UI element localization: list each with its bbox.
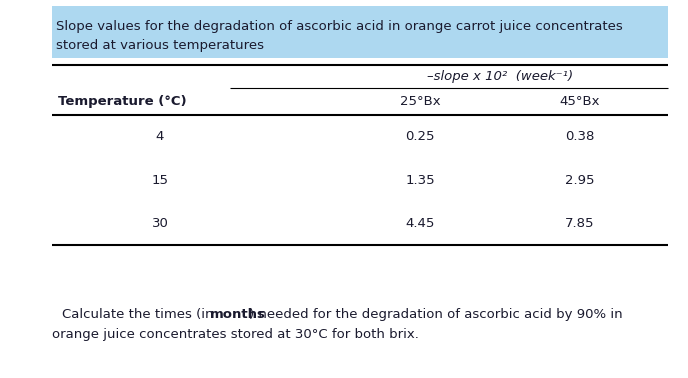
Text: 0.38: 0.38: [566, 130, 594, 143]
Text: 7.85: 7.85: [566, 217, 594, 230]
Text: 45°Bx: 45°Bx: [560, 95, 600, 108]
Text: 2.95: 2.95: [566, 174, 594, 186]
Text: stored at various temperatures: stored at various temperatures: [56, 39, 264, 52]
Text: Calculate the times (in: Calculate the times (in: [62, 308, 217, 321]
Text: 0.25: 0.25: [405, 130, 435, 143]
Bar: [52, 6, 668, 58]
Text: Slope values for the degradation of ascorbic acid in orange carrot juice concent: Slope values for the degradation of asco…: [56, 20, 623, 33]
Text: 15: 15: [151, 174, 169, 186]
Text: Temperature (°C): Temperature (°C): [58, 95, 186, 108]
Text: 25°Bx: 25°Bx: [400, 95, 440, 108]
Text: 4: 4: [155, 130, 164, 143]
Text: 4.45: 4.45: [405, 217, 435, 230]
Text: months: months: [210, 308, 266, 321]
Text: ) needed for the degradation of ascorbic acid by 90% in: ) needed for the degradation of ascorbic…: [250, 308, 623, 321]
Text: 1.35: 1.35: [405, 174, 435, 186]
Text: 30: 30: [151, 217, 169, 230]
Text: orange juice concentrates stored at 30°C for both brix.: orange juice concentrates stored at 30°C…: [52, 328, 419, 341]
Text: –slope x 10²  (week⁻¹): –slope x 10² (week⁻¹): [427, 70, 573, 83]
